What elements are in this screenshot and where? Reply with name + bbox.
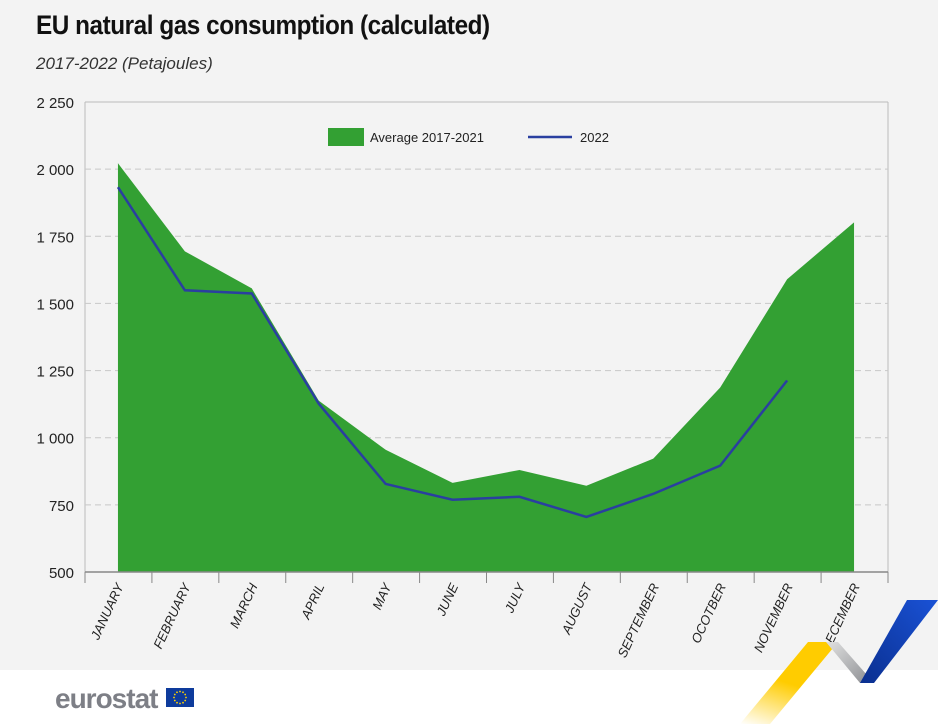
y-tick-label: 500 [49, 565, 74, 582]
eu-star [176, 701, 178, 704]
eu-flag-icon [166, 688, 194, 707]
legend-swatch-average [328, 128, 364, 146]
x-tick-label: JANUARY [87, 580, 127, 643]
x-tick-label: JULY [501, 580, 529, 616]
eu-star [176, 691, 178, 694]
eu-star [184, 693, 187, 696]
legend-label-2022: 2022 [580, 130, 609, 145]
y-tick-label: 1 750 [36, 229, 74, 246]
y-tick-label: 2 250 [36, 95, 74, 112]
x-tick-label: MARCH [227, 580, 261, 630]
x-tick-label: NOVEMBER [751, 581, 796, 655]
eu-star [182, 701, 184, 704]
eurostat-logo: eurostat [55, 683, 158, 714]
x-tick-label: MAY [369, 580, 395, 612]
x-tick-label: FEBRUARY [150, 580, 194, 651]
eu-star [173, 693, 176, 696]
eu-star [173, 699, 176, 702]
eu-star [179, 702, 181, 705]
y-tick-label: 1 000 [36, 431, 74, 448]
x-tick-label: SEPTEMBER [615, 581, 662, 660]
chart-title: EU natural gas consumption (calculated) [36, 10, 490, 40]
y-tick-label: 2 000 [36, 162, 74, 179]
ribbon-yellow [740, 642, 838, 724]
ribbon-blue [860, 600, 938, 683]
eu-stars [173, 690, 187, 705]
y-tick-label: 750 [49, 498, 74, 515]
ribbon-gray [826, 642, 874, 683]
legend-label-average: Average 2017-2021 [370, 130, 484, 145]
x-tick-label: AUGUST [558, 580, 595, 637]
eu-star [184, 699, 187, 702]
x-tick-label: OCOTBER [688, 581, 729, 646]
x-tick-label: APRIL [298, 581, 328, 622]
eu-star [182, 691, 184, 694]
area-average-2017-2021 [117, 163, 855, 572]
x-tick-label: JUNE [433, 581, 462, 619]
eu-star [173, 696, 175, 699]
y-tick-label: 1 250 [36, 364, 74, 381]
eu-star [185, 696, 187, 699]
y-tick-label: 1 500 [36, 296, 74, 313]
eu-star [179, 690, 181, 693]
chart-subtitle: 2017-2022 (Petajoules) [36, 54, 213, 73]
